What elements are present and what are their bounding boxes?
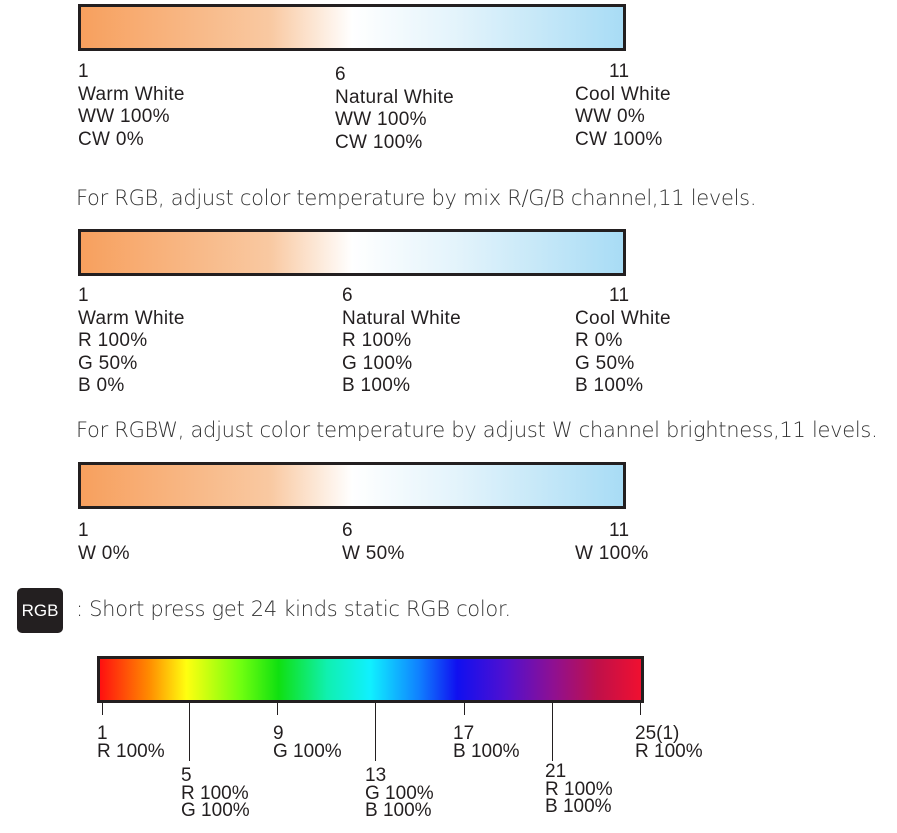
- level-value: R 100%: [635, 740, 703, 762]
- rainbow-tick: [464, 703, 465, 715]
- rainbow-level-label: 17 B 100%: [453, 723, 520, 762]
- level-value: W 0%: [78, 542, 130, 564]
- level-number: 25(1): [635, 723, 680, 744]
- level-value: B 100%: [342, 375, 411, 396]
- level-value: Warm White: [78, 83, 185, 105]
- level-number: 21: [545, 761, 567, 782]
- level-value: B 100%: [453, 740, 520, 762]
- level-value: WW 0%: [575, 106, 646, 127]
- level-number: 5: [181, 765, 192, 786]
- rainbow-tick: [375, 703, 376, 761]
- level-number: 17: [453, 723, 475, 744]
- level-value: Warm White: [78, 307, 185, 329]
- level-label-cool: 11 Cool White R 0% G 50% B 100%: [575, 285, 671, 398]
- rainbow-tick: [277, 703, 278, 715]
- level-number: 11: [609, 285, 630, 306]
- level-label-cool: 11 Cool White WW 0% CW 100%: [575, 61, 671, 151]
- level-value: B 100%: [545, 796, 612, 817]
- rgbw-gradient-bar: [78, 462, 626, 509]
- level-number: 1: [78, 61, 89, 82]
- rgbw-description: For RGBW, adjust color temperature by ad…: [76, 418, 878, 442]
- level-number: 1: [78, 285, 89, 306]
- level-number: 11: [609, 61, 630, 82]
- level-number: 6: [335, 64, 346, 85]
- level-value: B 100%: [575, 375, 644, 396]
- level-value: G 100%: [181, 800, 250, 821]
- level-label-warm: 1 Warm White WW 100% CW 0%: [78, 61, 185, 151]
- rainbow-gradient-bar: [97, 656, 644, 703]
- level-value: CW 100%: [335, 131, 423, 153]
- level-value: G 50%: [575, 352, 635, 374]
- level-number: 1: [97, 723, 108, 744]
- rainbow-level-label: 13 G 100% B 100%: [365, 765, 434, 821]
- level-value: R 100%: [342, 330, 412, 351]
- level-label-cool: 11 W 100%: [575, 520, 649, 565]
- level-value: G 100%: [365, 782, 434, 804]
- level-number: 6: [342, 520, 353, 541]
- rainbow-tick: [640, 703, 641, 715]
- level-value: R 100%: [97, 740, 165, 762]
- rgb-button-description: : Short press get 24 kinds static RGB co…: [76, 597, 511, 621]
- level-number: 13: [365, 765, 387, 786]
- level-value: Cool White: [575, 307, 671, 329]
- rgb-button[interactable]: RGB: [17, 588, 63, 633]
- level-value: W 100%: [575, 542, 649, 564]
- level-value: R 100%: [78, 330, 148, 351]
- level-value: W 50%: [342, 542, 405, 564]
- rainbow-tick: [552, 703, 553, 761]
- rainbow-tick: [102, 703, 103, 715]
- level-number: 6: [342, 285, 353, 306]
- ww-cw-gradient-bar: [78, 4, 626, 51]
- rainbow-tick: [189, 703, 190, 761]
- level-value: WW 100%: [78, 106, 170, 127]
- rainbow-level-label: 25(1) R 100%: [635, 723, 703, 762]
- level-label-natural: 6 Natural White WW 100% CW 100%: [335, 64, 454, 154]
- level-value: R 100%: [181, 782, 249, 804]
- level-value: Natural White: [342, 307, 461, 329]
- level-value: B 0%: [78, 375, 125, 396]
- level-label-warm: 1 Warm White R 100% G 50% B 0%: [78, 285, 185, 398]
- level-value: G 100%: [273, 740, 342, 762]
- level-value: B 100%: [365, 800, 432, 821]
- rainbow-level-label: 21 R 100% B 100%: [545, 761, 613, 817]
- level-number: 9: [273, 723, 284, 744]
- level-value: CW 0%: [78, 128, 144, 150]
- level-value: G 50%: [78, 352, 138, 374]
- rgb-description: For RGB, adjust color temperature by mix…: [76, 186, 757, 210]
- level-value: WW 100%: [335, 109, 427, 130]
- level-value: Natural White: [335, 86, 454, 108]
- level-value: CW 100%: [575, 128, 663, 150]
- level-label-natural: 6 Natural White R 100% G 100% B 100%: [342, 285, 461, 398]
- level-value: G 100%: [342, 352, 413, 374]
- level-value: Cool White: [575, 83, 671, 105]
- level-number: 1: [78, 520, 89, 541]
- level-value: R 0%: [575, 330, 623, 351]
- level-value: R 100%: [545, 778, 613, 800]
- rgb-gradient-bar: [78, 229, 626, 276]
- level-number: 11: [609, 520, 630, 541]
